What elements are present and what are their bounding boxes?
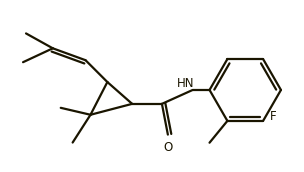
Text: HN: HN [177,77,195,89]
Text: F: F [270,110,277,123]
Text: O: O [163,141,172,154]
